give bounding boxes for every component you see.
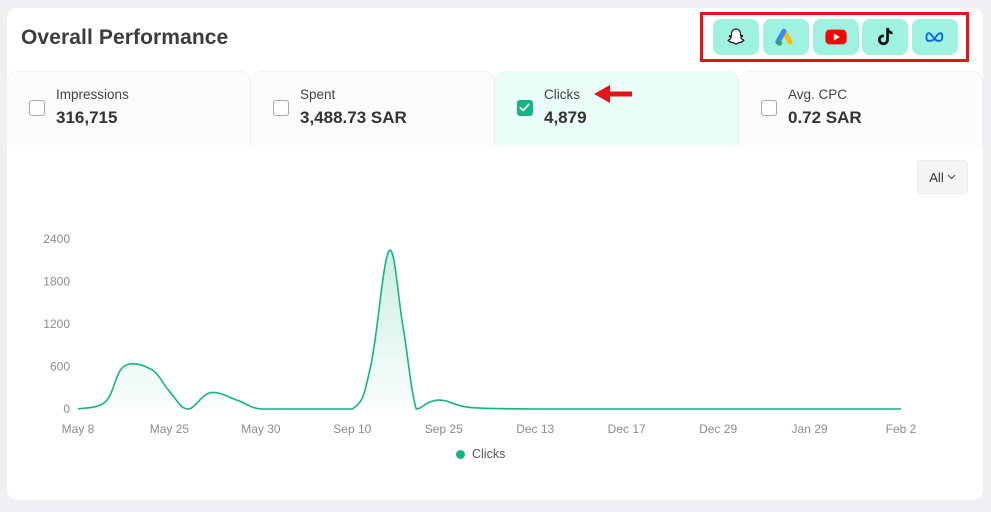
metric-label: Spent bbox=[300, 87, 336, 102]
y-tick-label: 2400 bbox=[43, 232, 70, 246]
metric-label: Impressions bbox=[56, 87, 129, 102]
metric-value: 0.72 SAR bbox=[788, 108, 862, 127]
x-tick-label: Sep 10 bbox=[333, 422, 371, 436]
spent-checkbox[interactable] bbox=[273, 100, 289, 116]
metric-tab-avg-cpc[interactable]: Avg. CPC 0.72 SAR bbox=[739, 71, 983, 145]
x-tick-label: Dec 13 bbox=[516, 422, 554, 436]
metric-label: Avg. CPC bbox=[788, 87, 848, 102]
legend-dot bbox=[456, 449, 465, 459]
x-tick-label: Dec 17 bbox=[608, 422, 646, 436]
youtube-icon bbox=[824, 29, 847, 45]
google-ads-icon bbox=[775, 28, 793, 46]
overall-performance-card: Overall Performance bbox=[7, 8, 983, 500]
metric-tab-impressions[interactable]: Impressions 316,715 bbox=[7, 71, 251, 145]
metric-label: Clicks bbox=[544, 87, 580, 102]
clicks-area bbox=[78, 250, 901, 409]
x-tick-label: May 30 bbox=[241, 422, 281, 436]
y-tick-label: 0 bbox=[63, 402, 70, 416]
x-tick-label: May 25 bbox=[150, 422, 190, 436]
metric-value: 3,488.73 SAR bbox=[300, 108, 407, 127]
snapchat-icon bbox=[727, 28, 745, 45]
x-tick-label: May 8 bbox=[62, 422, 95, 436]
red-arrow-icon bbox=[594, 85, 632, 103]
meta-button[interactable] bbox=[912, 19, 958, 55]
metric-tabs: Impressions 316,715 Spent 3,488.73 SAR C… bbox=[7, 71, 983, 145]
meta-icon bbox=[925, 32, 944, 42]
legend-label: Clicks bbox=[472, 447, 506, 461]
y-tick-label: 1200 bbox=[43, 317, 70, 331]
x-tick-label: Dec 29 bbox=[699, 422, 737, 436]
google-ads-button[interactable] bbox=[762, 19, 809, 55]
metric-tab-clicks[interactable]: Clicks 4,879 bbox=[495, 71, 739, 145]
date-range-value: All bbox=[929, 169, 944, 185]
chart-legend[interactable]: Clicks bbox=[456, 447, 505, 461]
clicks-chart: 0 600 1200 1800 2400 May 8 May 25 May 30 Sep 10… bbox=[43, 232, 917, 436]
metric-value: 4,879 bbox=[544, 108, 587, 127]
check-icon bbox=[519, 103, 530, 112]
impressions-checkbox[interactable] bbox=[29, 100, 45, 116]
metric-tab-spent[interactable]: Spent 3,488.73 SAR bbox=[251, 71, 495, 145]
tiktok-button[interactable] bbox=[862, 19, 909, 55]
y-tick-label: 1800 bbox=[43, 275, 70, 289]
platform-filter-group bbox=[700, 12, 969, 62]
page-title: Overall Performance bbox=[21, 26, 229, 49]
x-tick-label: Feb 2 bbox=[886, 422, 917, 436]
chevron-down-icon bbox=[947, 174, 956, 180]
clicks-line bbox=[77, 249, 901, 410]
clicks-checkbox[interactable] bbox=[517, 100, 533, 116]
date-range-select[interactable]: All bbox=[917, 160, 968, 194]
metric-value: 316,715 bbox=[56, 108, 118, 127]
avg-cpc-checkbox[interactable] bbox=[761, 100, 777, 116]
snapchat-button[interactable] bbox=[713, 19, 759, 55]
x-tick-label: Sep 25 bbox=[425, 422, 463, 436]
x-tick-label: Jan 29 bbox=[792, 422, 828, 436]
tiktok-icon bbox=[878, 27, 893, 46]
youtube-button[interactable] bbox=[812, 19, 859, 55]
y-tick-label: 600 bbox=[50, 360, 70, 374]
